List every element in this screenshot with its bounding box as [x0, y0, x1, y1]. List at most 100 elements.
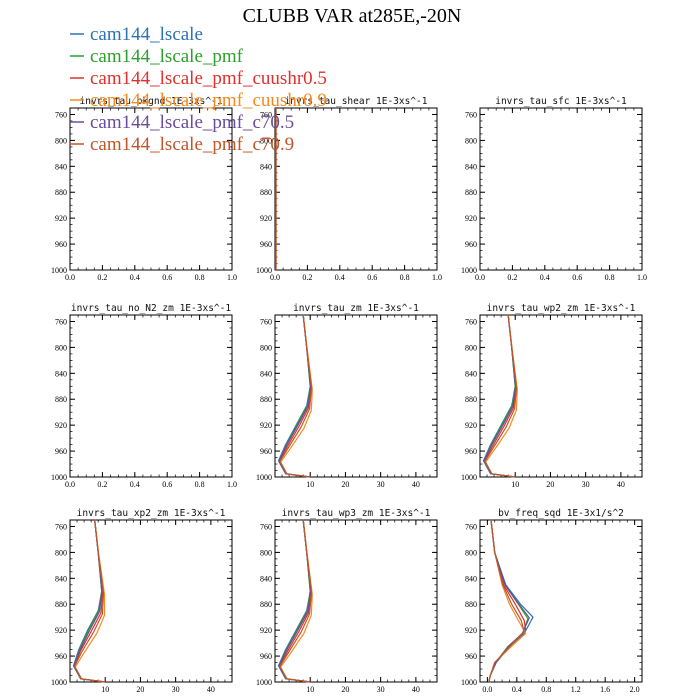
y-tick-label: 920 [55, 214, 67, 223]
panel-3: invrs_tau_sfc 1E-3xs^-1 760 800 840 880 920 96… [461, 96, 647, 282]
x-tick-label: 40 [412, 685, 420, 694]
y-tick-label: 760 [55, 522, 67, 531]
y-tick-label: 880 [55, 188, 67, 197]
panel-title: invrs_tau_no_N2_zm 1E-3xs^-1 [71, 303, 231, 314]
y-tick-label: 1000 [461, 266, 477, 275]
legend-label: cam144_lscale_pmf [90, 46, 244, 67]
y-tick-label: 800 [260, 343, 272, 352]
y-tick-label: 880 [55, 395, 67, 404]
y-tick-label: 760 [465, 522, 477, 531]
y-tick-label: 880 [55, 600, 67, 609]
series-line [279, 314, 313, 478]
x-tick-label: 0.2 [507, 273, 517, 282]
main-title: CLUBB VAR at285E,-20N [243, 5, 462, 27]
y-tick-label: 920 [465, 421, 477, 430]
y-tick-label: 800 [260, 136, 272, 145]
y-tick-label: 960 [465, 652, 477, 661]
plot-frame [479, 107, 643, 271]
series-line [279, 519, 313, 683]
y-tick-label: 800 [55, 343, 67, 352]
x-tick-label: 0.4 [130, 480, 140, 489]
panel-1: invrs_tau_bkgnd 1E-3xs^-1 760 800 840 880 920… [51, 96, 237, 282]
x-tick-label: 1.2 [571, 685, 581, 694]
x-tick-label: 2.0 [630, 685, 640, 694]
x-tick-label: 0.8 [605, 273, 615, 282]
plot-frame [479, 314, 643, 478]
plot-frame [69, 314, 233, 478]
x-tick-label: 0.4 [335, 273, 345, 282]
x-tick-label: 0.0 [475, 273, 485, 282]
y-tick-label: 960 [55, 447, 67, 456]
y-tick-label: 760 [260, 110, 272, 119]
panel-title: invrs_tau_bkgnd 1E-3xs^-1 [80, 96, 223, 107]
x-tick-label: 40 [207, 685, 215, 694]
y-tick-label: 800 [465, 343, 477, 352]
panel-8: invrs_tau_wp3_zm 1E-3xs^-1 760 800 840 880 92… [256, 508, 438, 694]
y-tick-label: 920 [55, 626, 67, 635]
x-tick-label: 1.6 [600, 685, 610, 694]
panel-6: invrs_tau_wp2_zm 1E-3xs^-1 760 800 840 880 92… [461, 303, 643, 489]
x-tick-label: 10 [101, 685, 109, 694]
x-tick-label: 20 [341, 480, 349, 489]
legend-label: cam144_lscale_pmf_cuushr0.9 [90, 90, 327, 111]
x-tick-label: 20 [341, 685, 349, 694]
y-tick-label: 960 [55, 652, 67, 661]
x-tick-label: 30 [172, 685, 180, 694]
y-tick-label: 1000 [256, 266, 272, 275]
y-tick-label: 880 [465, 395, 477, 404]
panel-title: bv_freq_sqd 1E-3x1/s^2 [498, 508, 624, 519]
plot-frame [69, 519, 233, 683]
y-tick-label: 960 [465, 447, 477, 456]
x-tick-label: 40 [412, 480, 420, 489]
y-tick-label: 800 [465, 136, 477, 145]
y-tick-label: 1000 [461, 678, 477, 687]
panel-title: invrs_tau_wp3_zm 1E-3xs^-1 [282, 508, 431, 519]
panel-5: invrs_tau_zm 1E-3xs^-1 760 800 840 880 920 960… [256, 303, 438, 489]
y-tick-label: 760 [55, 317, 67, 326]
panel-7: invrs_tau_xp2_zm 1E-3xs^-1 760 800 840 880 92… [51, 508, 233, 694]
y-tick-label: 1000 [51, 266, 67, 275]
x-tick-label: 10 [306, 480, 314, 489]
series-line [484, 314, 518, 478]
y-tick-label: 760 [260, 317, 272, 326]
x-tick-label: 0.0 [482, 685, 492, 694]
x-tick-label: 10 [306, 685, 314, 694]
panel-2: invrs_tau_shear 1E-3xs^-1 760 800 840 880 920… [256, 96, 442, 282]
y-tick-label: 800 [260, 548, 272, 557]
x-tick-label: 1.0 [637, 273, 647, 282]
legend-label: cam144_lscale_pmf_cuushr0.5 [90, 68, 327, 89]
x-tick-label: 0.2 [97, 480, 107, 489]
y-tick-label: 760 [55, 110, 67, 119]
x-tick-label: 20 [136, 685, 144, 694]
y-tick-label: 800 [55, 548, 67, 557]
y-tick-label: 1000 [461, 473, 477, 482]
x-tick-label: 0.6 [162, 480, 172, 489]
y-tick-label: 880 [260, 188, 272, 197]
x-tick-label: 30 [377, 480, 385, 489]
y-tick-label: 920 [260, 214, 272, 223]
y-tick-label: 760 [260, 522, 272, 531]
x-tick-label: 0.0 [270, 273, 280, 282]
y-tick-label: 960 [260, 652, 272, 661]
panel-title: invrs_tau_wp2_zm 1E-3xs^-1 [487, 303, 636, 314]
x-tick-label: 0.8 [400, 273, 410, 282]
x-tick-label: 0.4 [540, 273, 550, 282]
x-tick-label: 1.0 [227, 273, 237, 282]
x-tick-label: 0.0 [65, 273, 75, 282]
y-tick-label: 800 [465, 548, 477, 557]
panels-grid: invrs_tau_bkgnd 1E-3xs^-1 760 800 840 880 920… [51, 96, 647, 694]
y-tick-label: 840 [55, 162, 67, 171]
panel-title: invrs_tau_xp2_zm 1E-3xs^-1 [77, 508, 226, 519]
y-tick-label: 880 [260, 395, 272, 404]
legend-label: cam144_lscale_pmf_c70.5 [90, 112, 294, 133]
y-tick-label: 880 [260, 600, 272, 609]
y-tick-label: 1000 [256, 678, 272, 687]
y-tick-label: 840 [465, 369, 477, 378]
x-tick-label: 0.6 [367, 273, 377, 282]
y-tick-label: 840 [260, 162, 272, 171]
legend-label: cam144_lscale_pmf_c70.9 [90, 134, 294, 155]
series-line [74, 519, 106, 683]
y-tick-label: 920 [55, 421, 67, 430]
panel-title: invrs_tau_shear 1E-3xs^-1 [285, 96, 428, 107]
